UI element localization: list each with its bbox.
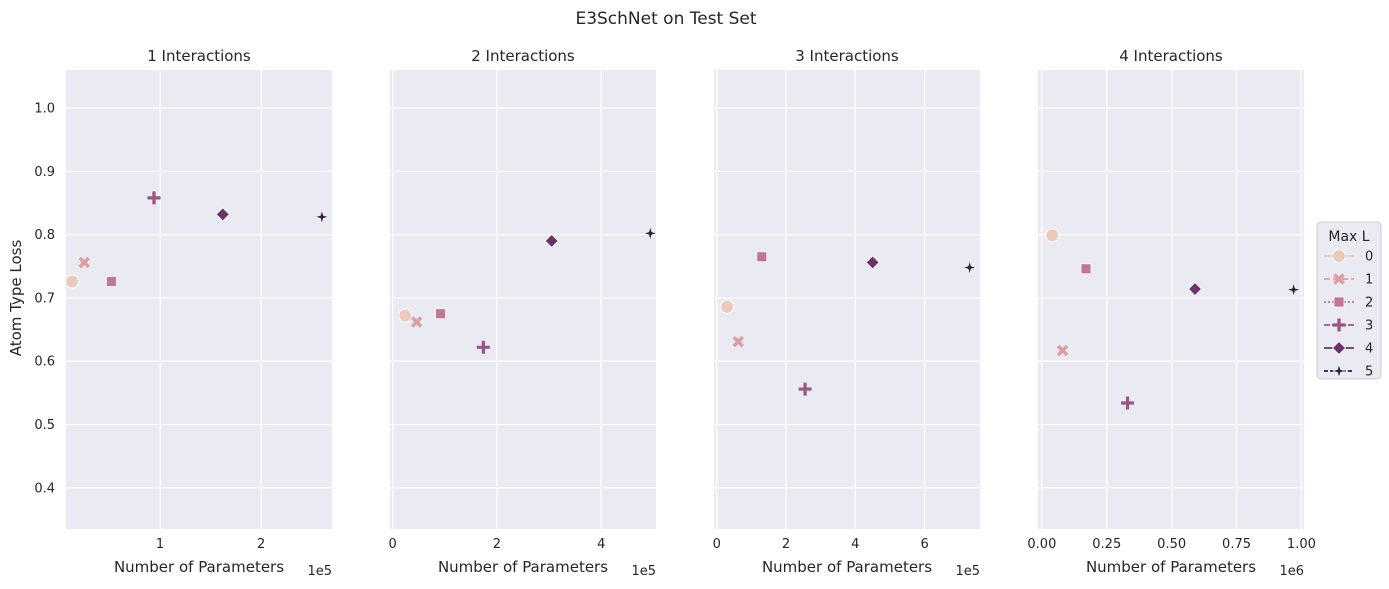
- panel-4: 0.00 0.25 0.50 0.75 1.00 4 Interactions Number…: [1027, 47, 1315, 579]
- data-point-maxl-0: [65, 274, 80, 289]
- data-point-maxl-4: [865, 255, 880, 270]
- data-point-maxl-0: [720, 299, 735, 314]
- x-offset-label: 1e6: [1279, 564, 1304, 579]
- y-tick-label: 0.4: [34, 481, 55, 496]
- legend-marker-3: [1332, 318, 1346, 332]
- plot-area: [66, 70, 332, 529]
- data-point-maxl-0: [1045, 228, 1060, 243]
- x-offset-label: 1e5: [631, 564, 656, 579]
- panel-2: 0 2 4 2 Interactions Number of Parameters 1e5: [388, 47, 658, 579]
- data-point-maxl-3: [476, 340, 490, 354]
- legend-marker-1: [1333, 273, 1345, 285]
- legend-marker-2: [1333, 296, 1345, 308]
- legend-marker-5: [1331, 363, 1347, 379]
- x-tick-label: 4: [597, 537, 605, 552]
- data-point-maxl-5: [314, 209, 330, 225]
- panel-title: 2 Interactions: [471, 47, 575, 65]
- y-tick-label: 0.5: [34, 418, 55, 433]
- data-point-maxl-4: [544, 233, 559, 249]
- panel-1: 1 2 0.4 0.5 0.6 0.7 0.8 0.9 1.0 1 Interactions Num…: [34, 47, 332, 579]
- panel-3: 0 2 4 6 3 Interactions Number of Parameters 1e…: [713, 47, 980, 579]
- x-axis-title: Number of Parameters: [1086, 558, 1256, 576]
- legend-marker-0: [1332, 249, 1346, 263]
- legend-entry-5: 5: [1324, 363, 1373, 380]
- legend: Max L 0 1 2 3 4 5: [1316, 221, 1382, 380]
- x-tick-label: 1.00: [1287, 537, 1316, 552]
- x-axis-title: Number of Parameters: [762, 558, 932, 576]
- x-offset-label: 1e5: [307, 564, 332, 579]
- legend-entry-1: 1: [1324, 273, 1373, 288]
- data-point-maxl-2: [756, 251, 768, 263]
- data-point-maxl-3: [798, 382, 812, 396]
- x-tick-label: 0.50: [1157, 537, 1186, 552]
- y-tick-label: 1.0: [34, 101, 55, 116]
- data-point-maxl-0: [398, 308, 413, 323]
- legend-entry-4: 4: [1324, 340, 1373, 357]
- y-tick-label: 0.7: [34, 291, 55, 306]
- legend-label: 5: [1365, 365, 1373, 380]
- data-point-maxl-4: [215, 207, 230, 222]
- x-tick-label: 6: [920, 537, 928, 552]
- x-tick-label: 0.25: [1092, 537, 1121, 552]
- plot-area: [714, 70, 980, 529]
- data-point-maxl-5: [962, 260, 978, 275]
- legend-label: 4: [1365, 342, 1373, 357]
- x-tick-label: 2: [257, 537, 265, 552]
- y-tick-label: 0.9: [34, 165, 55, 180]
- data-point-maxl-2: [1080, 263, 1092, 275]
- data-point-maxl-2: [435, 308, 446, 320]
- x-tick-label: 4: [851, 537, 859, 552]
- legend-entry-2: 2: [1324, 296, 1373, 311]
- x-tick-label: 0.75: [1222, 537, 1251, 552]
- panels: 1 2 0.4 0.5 0.6 0.7 0.8 0.9 1.0 1 Interactions Num…: [34, 47, 1316, 579]
- figure-title: E3SchNet on Test Set: [575, 9, 756, 29]
- plot-area: [1038, 70, 1304, 529]
- data-point-maxl-1: [732, 335, 744, 348]
- data-point-maxl-5: [1286, 282, 1302, 298]
- x-tick-label: 2: [493, 537, 501, 552]
- panel-title: 4 Interactions: [1119, 47, 1223, 65]
- legend-title: Max L: [1328, 229, 1369, 245]
- data-point-maxl-1: [1056, 344, 1069, 357]
- x-tick-label: 0.00: [1027, 537, 1056, 552]
- plot-area: [390, 70, 656, 529]
- panel-title: 3 Interactions: [795, 47, 899, 65]
- legend-label: 2: [1365, 296, 1373, 311]
- x-axis-title: Number of Parameters: [114, 558, 284, 576]
- y-tick-label: 0.6: [34, 355, 55, 370]
- legend-label: 1: [1365, 273, 1373, 288]
- legend-entry-3: 3: [1324, 318, 1373, 334]
- x-offset-label: 1e5: [955, 564, 980, 579]
- x-tick-label: 1: [156, 537, 164, 552]
- x-axis-title: Number of Parameters: [438, 558, 608, 576]
- data-point-maxl-5: [642, 225, 658, 241]
- data-point-maxl-4: [1187, 281, 1203, 297]
- data-point-maxl-1: [410, 316, 423, 328]
- data-point-maxl-1: [78, 256, 90, 269]
- data-point-maxl-3: [1121, 396, 1135, 410]
- data-point-maxl-2: [106, 276, 117, 287]
- y-axis-title: Atom Type Loss: [7, 240, 25, 357]
- legend-label: 3: [1365, 319, 1373, 334]
- panel-title: 1 Interactions: [147, 47, 251, 65]
- x-tick-label: 2: [782, 537, 790, 552]
- legend-entry-0: 0: [1324, 249, 1373, 265]
- y-tick-label: 0.8: [34, 228, 55, 243]
- x-tick-label: 0: [713, 537, 721, 552]
- data-point-maxl-3: [147, 191, 161, 205]
- legend-label: 0: [1365, 250, 1373, 265]
- legend-frame: [1316, 221, 1382, 380]
- legend-marker-4: [1331, 340, 1347, 356]
- x-tick-label: 0: [388, 537, 396, 552]
